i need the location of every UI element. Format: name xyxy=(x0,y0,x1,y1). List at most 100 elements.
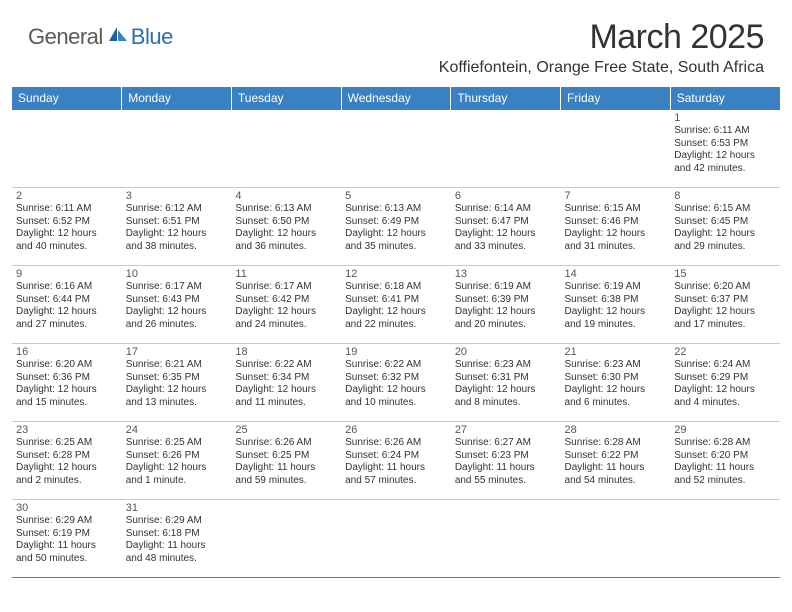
sunset-text: Sunset: 6:25 PM xyxy=(235,450,337,463)
sunrise-text: Sunrise: 6:17 AM xyxy=(126,281,228,294)
calendar-table: SundayMondayTuesdayWednesdayThursdayFrid… xyxy=(12,87,780,578)
day-number: 3 xyxy=(126,190,228,202)
daylight-text: Daylight: 12 hours xyxy=(455,228,557,241)
sunrise-text: Sunrise: 6:26 AM xyxy=(345,437,447,450)
sunset-text: Sunset: 6:37 PM xyxy=(674,294,776,307)
daylight-text: Daylight: 11 hours xyxy=(126,540,228,553)
sunrise-text: Sunrise: 6:12 AM xyxy=(126,203,228,216)
sunset-text: Sunset: 6:35 PM xyxy=(126,372,228,385)
daylight-text: and 26 minutes. xyxy=(126,319,228,332)
sunset-text: Sunset: 6:23 PM xyxy=(455,450,557,463)
weekday-header: Friday xyxy=(561,87,671,110)
day-number: 30 xyxy=(16,502,118,514)
calendar-cell-empty xyxy=(670,500,780,578)
sunrise-text: Sunrise: 6:22 AM xyxy=(345,359,447,372)
sunrise-text: Sunrise: 6:13 AM xyxy=(345,203,447,216)
daylight-text: and 15 minutes. xyxy=(16,397,118,410)
day-number: 16 xyxy=(16,346,118,358)
daylight-text: Daylight: 12 hours xyxy=(16,228,118,241)
daylight-text: and 55 minutes. xyxy=(455,475,557,488)
day-number: 22 xyxy=(674,346,776,358)
daylight-text: and 6 minutes. xyxy=(565,397,667,410)
daylight-text: Daylight: 12 hours xyxy=(126,306,228,319)
daylight-text: Daylight: 12 hours xyxy=(565,306,667,319)
calendar-cell-empty xyxy=(451,500,561,578)
calendar-cell-empty xyxy=(122,110,232,188)
sunrise-text: Sunrise: 6:17 AM xyxy=(235,281,337,294)
sunrise-text: Sunrise: 6:14 AM xyxy=(455,203,557,216)
calendar-body: 1Sunrise: 6:11 AMSunset: 6:53 PMDaylight… xyxy=(12,110,780,578)
calendar-cell: 25Sunrise: 6:26 AMSunset: 6:25 PMDayligh… xyxy=(231,422,341,500)
day-number: 28 xyxy=(565,424,667,436)
sunset-text: Sunset: 6:18 PM xyxy=(126,528,228,541)
calendar-cell: 16Sunrise: 6:20 AMSunset: 6:36 PMDayligh… xyxy=(12,344,122,422)
day-number: 31 xyxy=(126,502,228,514)
day-number: 1 xyxy=(674,112,776,124)
calendar-cell: 26Sunrise: 6:26 AMSunset: 6:24 PMDayligh… xyxy=(341,422,451,500)
daylight-text: and 11 minutes. xyxy=(235,397,337,410)
sunset-text: Sunset: 6:43 PM xyxy=(126,294,228,307)
sunset-text: Sunset: 6:46 PM xyxy=(565,216,667,229)
location-text: Koffiefontein, Orange Free State, South … xyxy=(439,59,764,77)
sail-icon xyxy=(107,25,129,48)
daylight-text: Daylight: 12 hours xyxy=(674,228,776,241)
sunrise-text: Sunrise: 6:23 AM xyxy=(565,359,667,372)
calendar-cell: 4Sunrise: 6:13 AMSunset: 6:50 PMDaylight… xyxy=(231,188,341,266)
daylight-text: Daylight: 12 hours xyxy=(674,306,776,319)
daylight-text: Daylight: 11 hours xyxy=(235,462,337,475)
sunset-text: Sunset: 6:19 PM xyxy=(16,528,118,541)
calendar-cell: 2Sunrise: 6:11 AMSunset: 6:52 PMDaylight… xyxy=(12,188,122,266)
header: General Blue March 2025 Koffiefontein, O… xyxy=(0,0,792,81)
daylight-text: Daylight: 11 hours xyxy=(16,540,118,553)
sunset-text: Sunset: 6:36 PM xyxy=(16,372,118,385)
daylight-text: and 8 minutes. xyxy=(455,397,557,410)
day-number: 2 xyxy=(16,190,118,202)
daylight-text: and 29 minutes. xyxy=(674,241,776,254)
calendar-cell-empty xyxy=(12,110,122,188)
daylight-text: Daylight: 12 hours xyxy=(455,384,557,397)
calendar-cell: 23Sunrise: 6:25 AMSunset: 6:28 PMDayligh… xyxy=(12,422,122,500)
sunrise-text: Sunrise: 6:11 AM xyxy=(16,203,118,216)
calendar-cell-empty xyxy=(231,110,341,188)
sunset-text: Sunset: 6:31 PM xyxy=(455,372,557,385)
sunrise-text: Sunrise: 6:29 AM xyxy=(16,515,118,528)
sunrise-text: Sunrise: 6:25 AM xyxy=(126,437,228,450)
sunset-text: Sunset: 6:51 PM xyxy=(126,216,228,229)
sunrise-text: Sunrise: 6:24 AM xyxy=(674,359,776,372)
sunset-text: Sunset: 6:34 PM xyxy=(235,372,337,385)
sunset-text: Sunset: 6:45 PM xyxy=(674,216,776,229)
sunset-text: Sunset: 6:38 PM xyxy=(565,294,667,307)
sunset-text: Sunset: 6:24 PM xyxy=(345,450,447,463)
sunset-text: Sunset: 6:44 PM xyxy=(16,294,118,307)
sunrise-text: Sunrise: 6:20 AM xyxy=(16,359,118,372)
sunrise-text: Sunrise: 6:21 AM xyxy=(126,359,228,372)
calendar-row: 9Sunrise: 6:16 AMSunset: 6:44 PMDaylight… xyxy=(12,266,780,344)
weekday-header: Tuesday xyxy=(231,87,341,110)
daylight-text: Daylight: 12 hours xyxy=(126,384,228,397)
sunset-text: Sunset: 6:32 PM xyxy=(345,372,447,385)
daylight-text: Daylight: 12 hours xyxy=(126,228,228,241)
daylight-text: Daylight: 12 hours xyxy=(16,306,118,319)
daylight-text: Daylight: 12 hours xyxy=(16,384,118,397)
day-number: 8 xyxy=(674,190,776,202)
calendar-cell: 17Sunrise: 6:21 AMSunset: 6:35 PMDayligh… xyxy=(122,344,232,422)
daylight-text: Daylight: 11 hours xyxy=(674,462,776,475)
page-title: March 2025 xyxy=(439,18,764,57)
calendar-cell: 13Sunrise: 6:19 AMSunset: 6:39 PMDayligh… xyxy=(451,266,561,344)
sunset-text: Sunset: 6:41 PM xyxy=(345,294,447,307)
daylight-text: Daylight: 12 hours xyxy=(16,462,118,475)
calendar-cell: 14Sunrise: 6:19 AMSunset: 6:38 PMDayligh… xyxy=(561,266,671,344)
daylight-text: and 54 minutes. xyxy=(565,475,667,488)
calendar-cell: 7Sunrise: 6:15 AMSunset: 6:46 PMDaylight… xyxy=(561,188,671,266)
day-number: 12 xyxy=(345,268,447,280)
daylight-text: and 13 minutes. xyxy=(126,397,228,410)
weekday-header: Wednesday xyxy=(341,87,451,110)
weekday-header: Saturday xyxy=(670,87,780,110)
day-number: 15 xyxy=(674,268,776,280)
sunset-text: Sunset: 6:29 PM xyxy=(674,372,776,385)
daylight-text: and 1 minute. xyxy=(126,475,228,488)
calendar-cell: 3Sunrise: 6:12 AMSunset: 6:51 PMDaylight… xyxy=(122,188,232,266)
sunrise-text: Sunrise: 6:13 AM xyxy=(235,203,337,216)
daylight-text: Daylight: 12 hours xyxy=(235,228,337,241)
daylight-text: and 40 minutes. xyxy=(16,241,118,254)
